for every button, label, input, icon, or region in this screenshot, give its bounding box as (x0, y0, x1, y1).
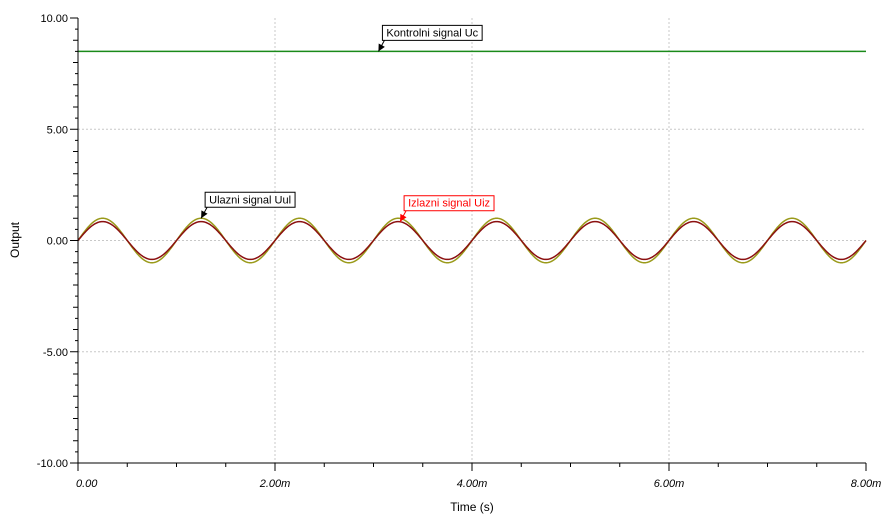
y-tick-label: 10.00 (40, 13, 68, 25)
series-line (77, 220, 867, 261)
annotation-box (381, 24, 483, 41)
x-tick-label: 2.00m (259, 478, 291, 490)
annotation-label: Kontrolni signal Uc (386, 27, 478, 39)
x-tick-label: 0.00 (76, 478, 98, 490)
y-tick-label: 0.00 (47, 236, 68, 248)
annotation: Izlazni signal Uiz (399, 195, 495, 222)
y-tick-label: -5.00 (43, 347, 68, 359)
annotation-box (403, 195, 495, 212)
y-axis-title: Output (8, 221, 22, 258)
y-tick-label: -10.00 (37, 458, 68, 470)
x-tick-label: 6.00m (654, 478, 685, 490)
tick-labels: 10.00 5.00 0.00 -5.00 -10.00 0.00 2.00m 4.00m 6.… (37, 13, 881, 490)
series-layer (77, 50, 867, 264)
x-tick-label: 8.00m (851, 478, 882, 490)
annotation: Kontrolni signal Uc (377, 24, 483, 52)
axes (70, 17, 867, 471)
annotation: Ulazni signal Uul (200, 191, 296, 219)
annotation-arrow (201, 210, 208, 219)
annotations: Kontrolni signal Uc Ulazni signal Uul Izla… (200, 24, 495, 222)
y-tick-label: 5.00 (47, 124, 68, 136)
annotation-box (204, 191, 296, 208)
x-axis-title: Time (s) (450, 500, 494, 514)
x-tick-label: 4.00m (457, 478, 488, 490)
annotation-arrow (400, 213, 407, 222)
annotation-label: Izlazni signal Uiz (408, 198, 490, 210)
annotation-arrow (378, 43, 385, 52)
annotation-label: Ulazni signal Uul (209, 194, 291, 206)
